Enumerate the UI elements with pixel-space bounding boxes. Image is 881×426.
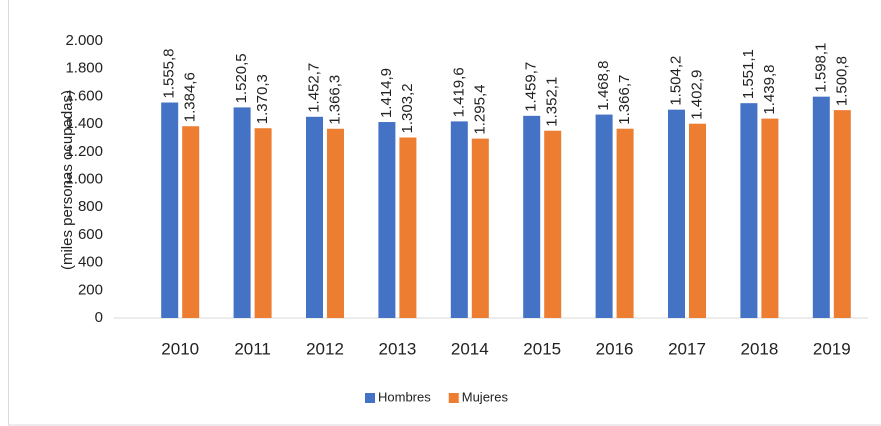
bar [450, 121, 468, 318]
data-label: 1.468,8 [595, 61, 612, 111]
x-tick-label: 2012 [306, 339, 344, 358]
y-tick-label: 800 [78, 198, 103, 215]
data-label: 1.419,6 [450, 67, 467, 117]
y-tick-label: 1.400 [65, 115, 103, 132]
data-label: 1.500,8 [833, 56, 850, 106]
y-tick-label: 1.600 [65, 87, 103, 104]
bar [161, 102, 179, 318]
bar [595, 114, 613, 318]
x-tick-label: 2011 [234, 339, 271, 358]
chart-frame [8, 0, 881, 426]
y-tick-label: 1.200 [65, 143, 103, 160]
data-label: 1.598,1 [812, 43, 829, 93]
y-axis-title: (miles personas ocupadas) [59, 90, 76, 270]
y-tick-label: 200 [78, 281, 103, 298]
x-tick-label: 2015 [523, 339, 561, 358]
bar [254, 128, 272, 318]
y-tick-label: 600 [78, 226, 103, 243]
bar [689, 123, 706, 318]
data-label: 1.366,7 [616, 75, 633, 125]
bar [306, 116, 323, 318]
data-label: 1.366,3 [326, 75, 343, 125]
data-label: 1.504,2 [667, 56, 684, 106]
y-tick-label: 1.800 [65, 60, 103, 77]
x-tick-label: 2017 [668, 339, 706, 358]
bar [399, 137, 417, 318]
data-label: 1.384,6 [182, 72, 199, 122]
bar [378, 122, 396, 318]
data-label: 1.459,7 [523, 62, 540, 112]
bar [327, 128, 344, 318]
y-tick-label: 400 [78, 254, 103, 271]
x-tick-label: 2013 [378, 339, 416, 358]
data-label: 1.551,1 [740, 49, 757, 99]
x-tick-label: 2016 [596, 339, 634, 358]
bar [233, 107, 251, 318]
data-label: 1.555,8 [161, 48, 178, 98]
bar [182, 126, 200, 318]
y-tick-label: 2.000 [65, 32, 103, 49]
legend-label: Mujeres [462, 389, 509, 404]
data-label: 1.452,7 [305, 63, 322, 113]
bar [761, 118, 779, 318]
bar [833, 110, 851, 319]
bar [471, 138, 489, 318]
data-label: 1.352,1 [544, 77, 561, 127]
x-tick-label: 2014 [451, 339, 489, 358]
data-label: 1.439,8 [761, 65, 778, 115]
bar [544, 130, 562, 318]
y-tick-label: 0 [95, 309, 103, 326]
x-tick-label: 2019 [813, 339, 851, 358]
bar [812, 96, 830, 318]
bar [668, 109, 685, 318]
legend-label: Hombres [378, 389, 431, 404]
data-label: 1.402,9 [688, 70, 705, 120]
bar [523, 115, 541, 319]
x-tick-label: 2018 [740, 339, 778, 358]
data-label: 1.303,2 [399, 83, 416, 133]
data-label: 1.370,3 [254, 74, 271, 124]
y-tick-label: 1.000 [65, 170, 103, 187]
data-label: 1.520,5 [233, 53, 250, 103]
bar [616, 128, 634, 318]
legend-swatch [365, 393, 375, 403]
bar [740, 103, 758, 318]
data-label: 1.295,4 [471, 85, 488, 135]
x-tick-label: 2010 [161, 339, 199, 358]
legend-swatch [448, 393, 459, 403]
data-label: 1.414,9 [378, 68, 395, 118]
